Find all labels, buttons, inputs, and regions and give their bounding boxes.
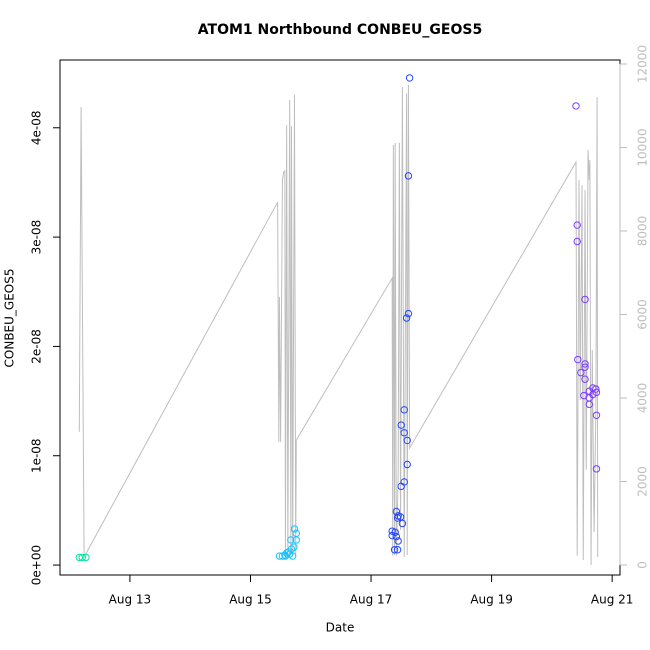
y-tick-label: 2e-08 — [30, 329, 44, 364]
data-point — [397, 482, 405, 491]
data-point — [574, 355, 582, 364]
data-point — [581, 295, 589, 304]
y2-tick-label: 2000 — [636, 466, 650, 497]
data-point — [403, 436, 411, 445]
y2-tick-label: 12000 — [636, 45, 650, 83]
data-point — [290, 525, 299, 533]
data-line — [78, 84, 599, 565]
y-tick-label: 3e-08 — [30, 220, 44, 255]
data-point — [287, 536, 295, 544]
y-tick-label: 1e-08 — [30, 438, 44, 473]
data-point — [572, 102, 580, 110]
data-point — [288, 552, 297, 560]
y2-tick-label: 6000 — [636, 299, 650, 330]
data-point — [78, 553, 87, 562]
y2-tick-label: 4000 — [636, 383, 650, 414]
x-tick-label: Aug 17 — [350, 593, 393, 607]
data-point — [400, 406, 408, 414]
data-point — [592, 388, 601, 397]
x-axis-label: Date — [326, 621, 355, 635]
data-point — [290, 543, 298, 551]
data-point — [577, 368, 585, 377]
data-point — [402, 314, 411, 322]
x-tick-label: Aug 21 — [591, 593, 634, 607]
data-point — [403, 460, 411, 469]
data-point — [394, 537, 402, 545]
data-point — [573, 221, 581, 229]
x-tick-label: Aug 13 — [109, 593, 152, 607]
data-point — [397, 421, 405, 429]
data-point — [388, 531, 396, 540]
data-point — [592, 465, 601, 473]
data-point — [581, 360, 589, 368]
data-point — [287, 545, 296, 553]
plot-frame — [59, 59, 621, 576]
data-point — [404, 309, 413, 318]
data-point — [573, 237, 581, 246]
y-axis-label: CONBEU_GEOS5 — [3, 269, 17, 368]
x-tick-label: Aug 19 — [470, 593, 513, 607]
y-tick-label: 4e-08 — [30, 110, 44, 145]
data-point — [393, 546, 402, 554]
data-point — [581, 375, 589, 383]
data-point — [405, 74, 414, 82]
data-point — [392, 532, 401, 541]
data-point — [592, 385, 600, 393]
data-point — [398, 519, 407, 528]
data-point — [592, 411, 601, 419]
data-point — [404, 172, 413, 180]
data-point — [82, 553, 90, 562]
data-point — [390, 546, 399, 554]
x-tick-label: Aug 15 — [229, 593, 272, 607]
data-point — [292, 536, 300, 544]
y-tick-label: 0e+00 — [30, 545, 44, 585]
data-point — [581, 363, 589, 371]
y2-tick-label: 10000 — [636, 128, 650, 166]
y2-tick-label: 0 — [636, 561, 650, 569]
chart-title: ATOM1 Northbound CONBEU_GEOS5 — [198, 22, 482, 38]
data-point — [585, 400, 593, 409]
data-point — [393, 514, 402, 522]
data-point — [400, 429, 408, 437]
y2-tick-label: 8000 — [636, 216, 650, 247]
